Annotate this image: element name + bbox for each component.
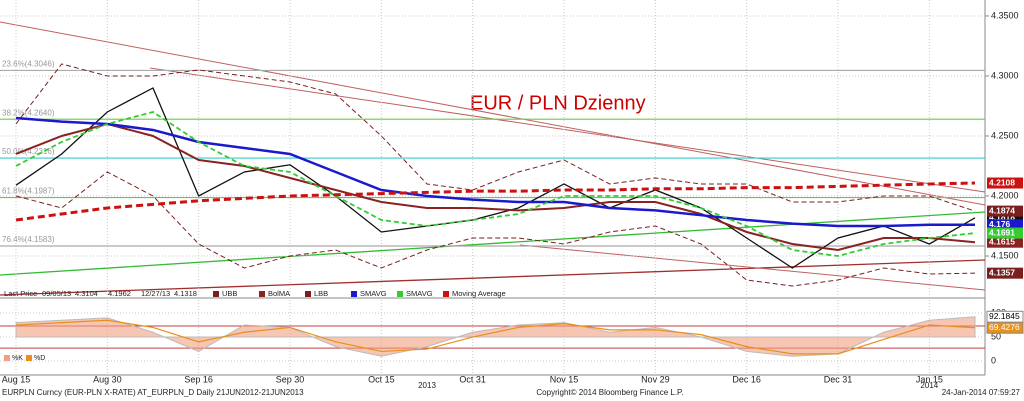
x-tick-label: Nov 29 [641, 374, 670, 384]
legend-label: Moving Average [452, 289, 506, 298]
value-tag-label: 4.1818 [989, 212, 1015, 222]
legend-swatch [397, 291, 403, 297]
fib-label: 50.0%(4.2316) [2, 147, 55, 156]
x-tick-label: Sep 30 [276, 374, 305, 384]
trend-line [0, 259, 986, 296]
y-tick-label: 4.2000 [991, 190, 1019, 200]
x-tick-label: Aug 30 [93, 374, 122, 384]
legend-label: LBB [314, 289, 328, 298]
annotation: EUR / PLN Dzienny [470, 92, 646, 114]
series-line [15, 122, 976, 252]
fib-label: 61.8%(4.1987) [2, 187, 55, 196]
y-tick-label: 4.1500 [991, 250, 1019, 260]
y-tick-label: 4.3500 [991, 10, 1019, 20]
series-line [15, 116, 975, 228]
legend-label: BolMA [268, 289, 290, 298]
value-tag-label: 4.176 [989, 219, 1011, 229]
trend-line [519, 244, 986, 291]
x-tick-label: Dec 31 [824, 374, 853, 384]
legend-stat: 4.1318 [174, 289, 197, 298]
y-tick-label: 4.2500 [991, 130, 1019, 140]
legend-swatch [351, 291, 357, 297]
legend-stat: Last Price [4, 289, 37, 298]
oscillator-line [15, 319, 976, 355]
value-tag [987, 219, 1023, 231]
legend-label: %K [12, 355, 23, 362]
legend-stat: 4.3104 [75, 289, 98, 298]
legend-swatch [443, 291, 449, 297]
value-tag [987, 212, 1023, 224]
value-tag [986, 321, 1024, 334]
series-line [15, 63, 976, 212]
oscillator-area [15, 316, 976, 357]
legend-swatch [259, 291, 265, 297]
y-tick-label: 4.3000 [991, 70, 1019, 80]
legend-stat: 12/27/13 [141, 289, 170, 298]
value-tag [987, 177, 1023, 189]
x-tick-label: Nov 15 [550, 374, 579, 384]
footer-center: Copyright© 2014 Bloomberg Finance L.P. [536, 388, 683, 397]
value-tag-label: 69.4276 [989, 322, 1020, 332]
value-tag-label: 4.1615 [989, 236, 1015, 246]
x-tick-label: Jan 15 [916, 374, 943, 384]
x-tick-label: Dec 16 [732, 374, 761, 384]
series-line [15, 171, 976, 287]
value-tag-label: 4.2108 [989, 177, 1015, 187]
year-label: 2013 [418, 381, 436, 390]
y-tick-label: 0 [991, 355, 996, 365]
legend-label: SMAVG [360, 289, 387, 298]
x-tick-label: Aug 15 [2, 374, 31, 384]
value-tag [987, 267, 1023, 279]
x-tick-label: Sep 16 [184, 374, 213, 384]
footer-right: 24-Jan-2014 07:59:27 [942, 388, 1021, 397]
trend-line [149, 67, 986, 193]
legend-stat: 09/05/13 [42, 289, 71, 298]
legend-swatch [305, 291, 311, 297]
series-line [15, 111, 976, 257]
legend-label: UBB [222, 289, 237, 298]
value-tag [987, 227, 1023, 239]
legend-swatch [4, 355, 10, 361]
year-label: 2014 [920, 381, 938, 390]
series-line [15, 181, 976, 222]
legend-swatch [213, 291, 219, 297]
legend-swatch [26, 355, 32, 361]
value-tag-label: 4.1357 [989, 267, 1015, 277]
x-tick-label: Oct 15 [368, 374, 395, 384]
fib-label: 38.2%(4.2640) [2, 108, 55, 117]
y-tick-label: 50 [991, 331, 1001, 341]
legend-stat: 4.1962 [108, 289, 131, 298]
value-tag [987, 205, 1023, 217]
fib-label: 76.4%(4.1583) [2, 235, 55, 244]
x-tick-label: Oct 31 [459, 374, 486, 384]
value-tag [987, 236, 1023, 248]
value-tag-label: 92.1845 [989, 311, 1020, 321]
value-tag-label: 4.1874 [989, 205, 1015, 215]
trend-line [0, 211, 986, 276]
trend-line [0, 21, 986, 206]
legend-label: %D [34, 355, 45, 362]
legend-label: SMAVG [406, 289, 433, 298]
footer-left: EURPLN Curncy (EUR-PLN X-RATE) AT_EURPLN… [2, 388, 304, 397]
value-tag-label: 4.1691 [989, 227, 1015, 237]
fib-label: 23.6%(4.3046) [2, 60, 55, 69]
